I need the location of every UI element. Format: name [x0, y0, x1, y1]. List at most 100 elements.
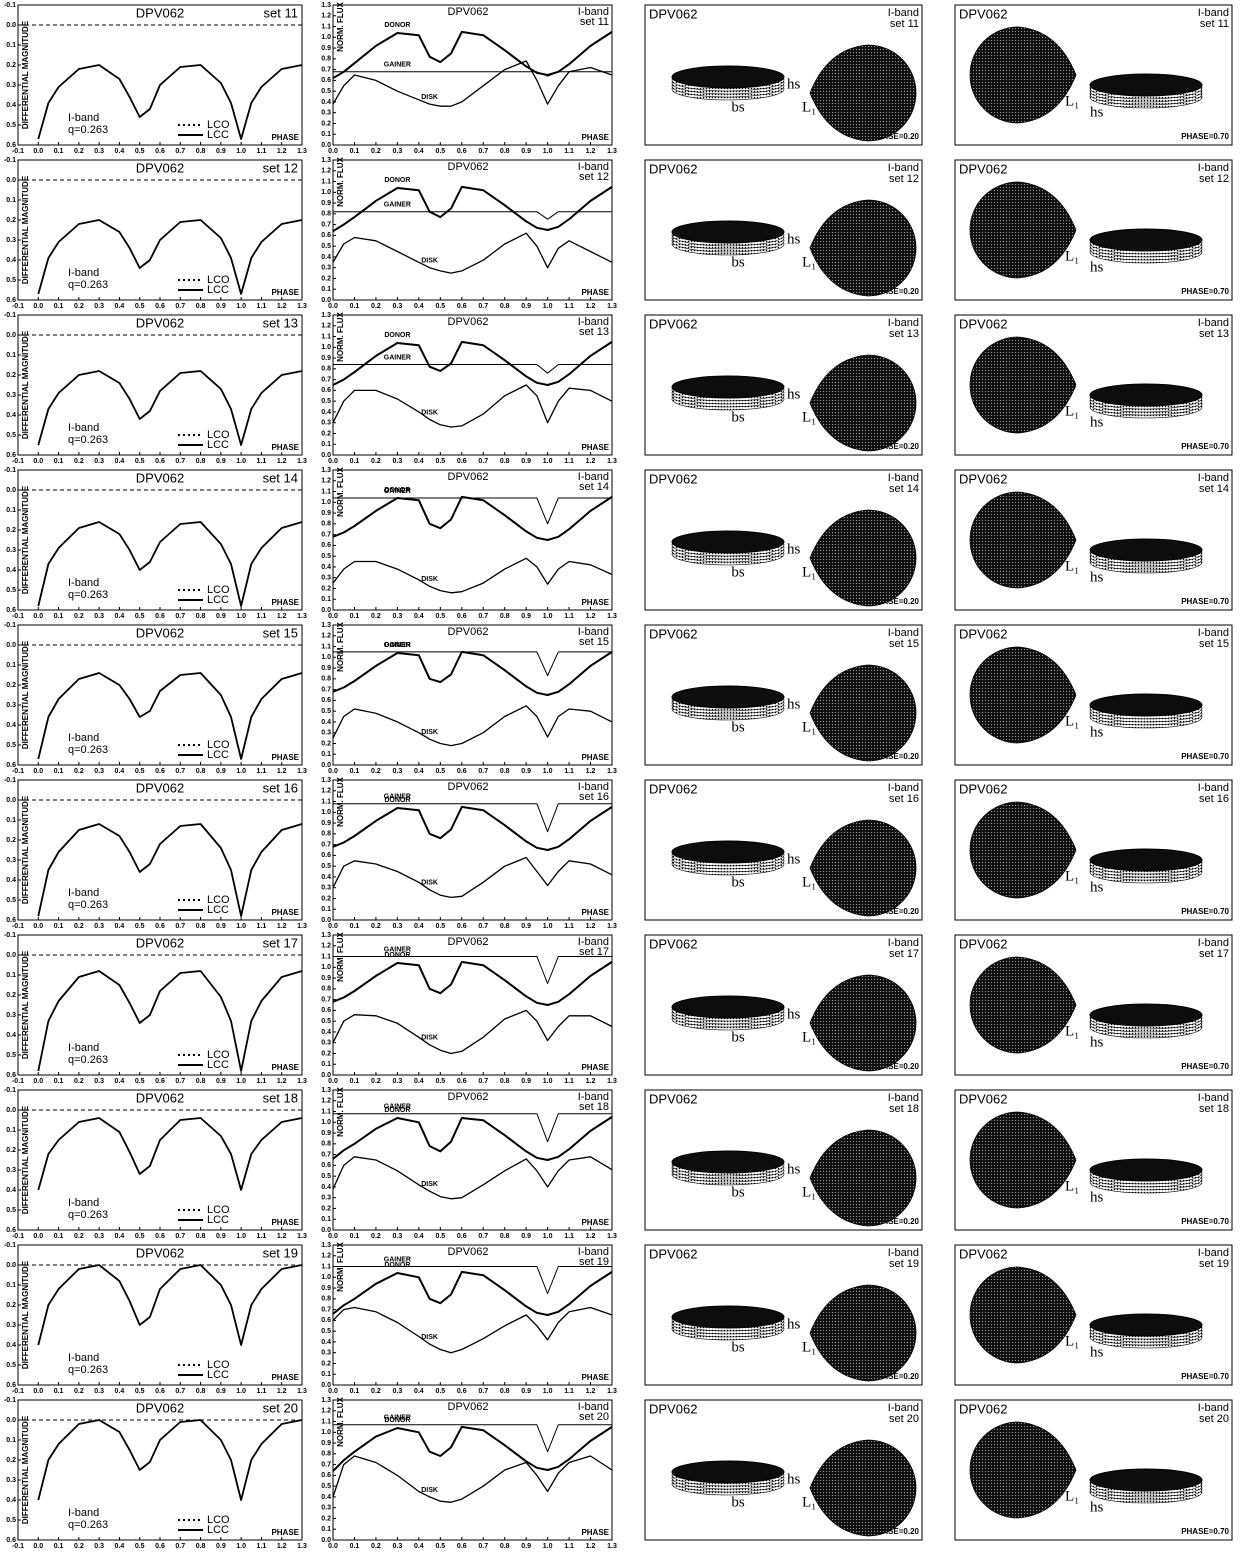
x-tick-label: 0.1	[350, 458, 360, 465]
x-tick-label: 1.1	[257, 923, 267, 930]
y-tick-label: 0.1	[321, 1061, 331, 1068]
object-title: DPV062	[136, 935, 184, 950]
q-label: q=0.263	[68, 124, 108, 136]
disk-top	[1090, 1004, 1202, 1026]
x-tick-label: 1.0	[543, 768, 553, 775]
x-tick-label: 0.8	[196, 1388, 206, 1395]
curve-label: GAINER	[384, 354, 411, 361]
y-tick-label: -0.1	[4, 1242, 16, 1249]
lcc-curve	[38, 1420, 302, 1500]
y-tick-label: -0.1	[4, 777, 16, 784]
y-tick-label: 1.2	[321, 943, 331, 950]
l1-label: L₁	[802, 1339, 816, 1355]
x-tick-label: 0.8	[196, 613, 206, 620]
y-tick-label: 0.4	[6, 877, 16, 884]
y-tick-label: 0.7	[321, 1461, 331, 1468]
x-tick-label: 0.6	[155, 458, 165, 465]
bs-label: bs	[731, 1494, 745, 1510]
hs-label: hs	[787, 1006, 801, 1022]
x-tick-label: 0.4	[414, 1388, 424, 1395]
x-tick-label: 1.2	[586, 923, 596, 930]
y-tick-label: 0.3	[321, 420, 331, 427]
y-tick-label: 0.7	[321, 66, 331, 73]
x-tick-label: 0.8	[500, 303, 510, 310]
object-title: DPV062	[959, 626, 1007, 641]
x-tick-label: 1.1	[564, 923, 574, 930]
flux-frame	[333, 160, 612, 300]
flux-frame	[333, 315, 612, 455]
x-tick-label: 1.3	[297, 923, 307, 930]
x-tick-label: 0.4	[414, 613, 424, 620]
y-tick-label: 0.5	[6, 1052, 16, 1059]
y-tick-label: 0.9	[321, 45, 331, 52]
object-title: DPV062	[959, 1246, 1007, 1261]
x-axis-label: PHASE	[581, 1528, 609, 1537]
y-tick-label: 0.3	[6, 547, 16, 554]
l1-label: L₁	[1065, 1178, 1079, 1194]
x-tick-label: 0.9	[216, 148, 226, 155]
hs-label: hs	[1090, 104, 1104, 120]
disk-top	[672, 1461, 784, 1483]
y-tick-label: 0.2	[6, 837, 16, 844]
x-tick-label: 1.0	[543, 1388, 553, 1395]
hs-label: hs	[1090, 569, 1104, 585]
y-tick-label: 0.6	[321, 852, 331, 859]
x-tick-label: 0.5	[135, 1233, 145, 1240]
object-title: DPV062	[959, 161, 1007, 176]
x-tick-label: 0.2	[74, 923, 84, 930]
y-tick-label: 1.3	[321, 1087, 331, 1094]
curve-label: DISK	[421, 1181, 438, 1188]
disk-top	[1090, 384, 1202, 406]
object-title: DPV062	[448, 6, 489, 18]
y-tick-label: 0.2	[321, 1515, 331, 1522]
x-tick-label: 1.0	[236, 1388, 246, 1395]
y-tick-label: 0.4	[321, 1029, 331, 1036]
x-tick-label: 0.2	[371, 923, 381, 930]
hs-label: hs	[787, 851, 801, 867]
hs-label: hs	[1090, 1034, 1104, 1050]
x-axis-label: PHASE	[271, 598, 299, 607]
y-tick-label: 1.0	[321, 34, 331, 41]
curve-label: GAINER	[384, 202, 411, 209]
object-title: DPV062	[136, 780, 184, 795]
y-tick-label: -0.1	[4, 932, 16, 939]
y-tick-label: 0.4	[321, 99, 331, 106]
light-curve-frame	[18, 1245, 302, 1385]
x-tick-label: 1.3	[297, 1078, 307, 1085]
y-tick-label: 0.1	[6, 42, 16, 49]
l1-label: L₁	[802, 1494, 816, 1510]
disk-top	[672, 1306, 784, 1328]
y-tick-label: 0.1	[6, 1127, 16, 1134]
y-axis-label: NORM. FLUX	[336, 1, 345, 51]
y-tick-label: 1.1	[321, 1108, 331, 1115]
disk-top	[1090, 849, 1202, 871]
y-tick-label: 0.5	[321, 88, 331, 95]
bs-label: bs	[731, 1029, 745, 1045]
y-tick-label: 0.2	[6, 527, 16, 534]
y-tick-label: 0.5	[321, 863, 331, 870]
x-tick-label: 0.6	[155, 923, 165, 930]
x-tick-label: 0.8	[196, 1543, 206, 1550]
x-axis-label: PHASE	[581, 753, 609, 762]
band-label: I-band	[68, 422, 99, 434]
set-label: set 14	[263, 470, 298, 485]
x-tick-label: 1.1	[564, 613, 574, 620]
x-tick-label: 0.2	[74, 613, 84, 620]
x-tick-label: 0.6	[457, 148, 467, 155]
donor-flux	[333, 1272, 612, 1315]
x-tick-label: 0.8	[500, 768, 510, 775]
x-tick-label: 0.6	[457, 923, 467, 930]
curve-label: GAINER	[384, 1256, 411, 1263]
y-tick-label: 0.0	[6, 642, 16, 649]
x-axis-label: PHASE	[581, 133, 609, 142]
y-tick-label: 0.2	[321, 1360, 331, 1367]
x-tick-label: 0.5	[135, 923, 145, 930]
x-tick-label: 1.0	[236, 458, 246, 465]
x-tick-label: 0.2	[74, 1388, 84, 1395]
hs-label: hs	[787, 76, 801, 92]
y-tick-label: 0.0	[6, 177, 16, 184]
y-tick-label: 0.4	[321, 254, 331, 261]
y-tick-label: 1.2	[321, 168, 331, 175]
set-label: set 13	[1199, 328, 1229, 340]
legend-label: LCC	[207, 439, 229, 451]
